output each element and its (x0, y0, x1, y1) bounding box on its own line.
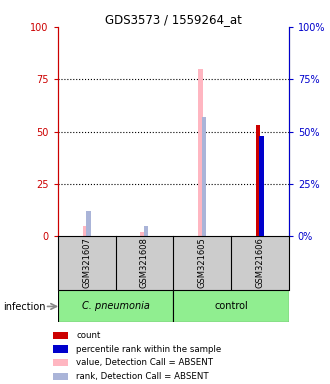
Text: GSM321605: GSM321605 (198, 238, 207, 288)
Text: rank, Detection Call = ABSENT: rank, Detection Call = ABSENT (76, 372, 209, 381)
Text: GSM321607: GSM321607 (82, 238, 91, 288)
Title: GDS3573 / 1559264_at: GDS3573 / 1559264_at (105, 13, 242, 26)
Bar (256, 125, 260, 236)
Text: count: count (76, 331, 101, 340)
Bar (53, 359, 68, 366)
Bar (202, 117, 206, 236)
Text: infection: infection (3, 302, 46, 312)
Bar (259, 136, 264, 236)
Bar (144, 226, 148, 236)
Text: GSM321606: GSM321606 (255, 238, 264, 288)
Bar (140, 232, 145, 236)
Bar (58, 290, 173, 322)
Bar (53, 332, 68, 339)
Bar (86, 211, 91, 236)
Text: value, Detection Call = ABSENT: value, Detection Call = ABSENT (76, 358, 214, 367)
Bar (198, 69, 203, 236)
Text: percentile rank within the sample: percentile rank within the sample (76, 344, 222, 354)
Text: control: control (214, 301, 248, 311)
Text: C. pneumonia: C. pneumonia (82, 301, 149, 311)
Text: GSM321608: GSM321608 (140, 238, 149, 288)
Bar (173, 290, 289, 322)
Bar (53, 346, 68, 353)
Bar (53, 373, 68, 380)
Bar (82, 226, 87, 236)
